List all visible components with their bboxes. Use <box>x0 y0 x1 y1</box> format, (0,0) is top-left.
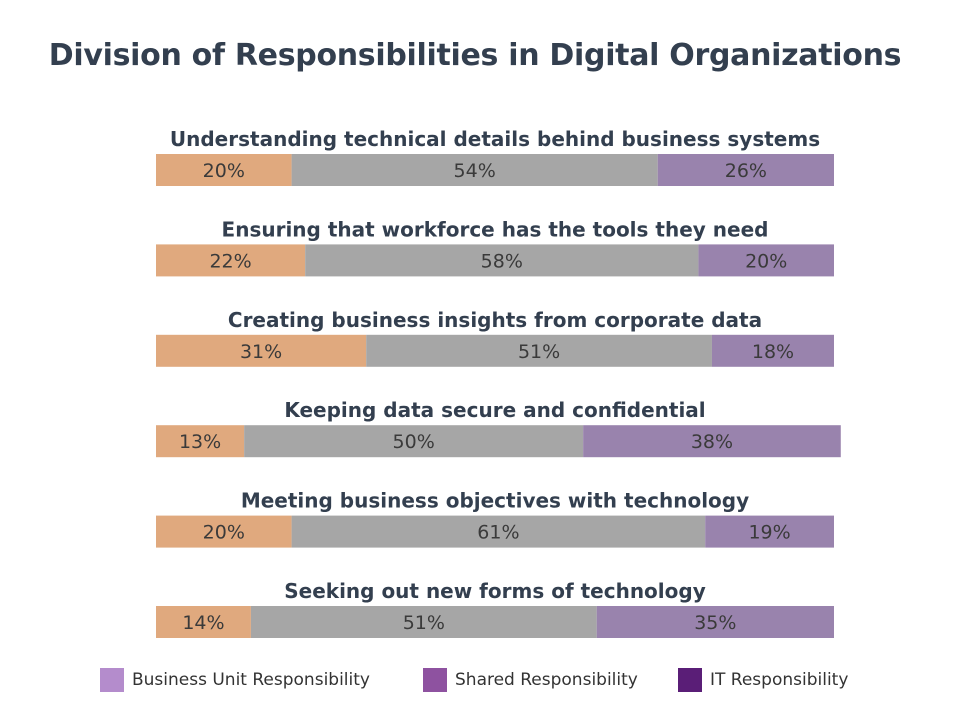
data-label: 20% <box>203 522 245 544</box>
legend-swatch-shared <box>423 668 447 692</box>
category-label: Creating business insights from corporat… <box>228 308 762 332</box>
legend-label-shared: Shared Responsibility <box>455 670 638 690</box>
bar-segment <box>366 334 712 367</box>
legend-label-it: IT Responsibility <box>710 670 849 690</box>
category-label: Ensuring that workforce has the tools th… <box>222 217 769 241</box>
data-label: 13% <box>179 431 221 453</box>
bar-segment <box>698 244 834 277</box>
data-label: 18% <box>752 341 794 363</box>
legend-label-business-unit: Business Unit Responsibility <box>132 670 370 690</box>
data-label: 51% <box>518 341 560 363</box>
bar-segment <box>583 425 841 458</box>
category-label: Seeking out new forms of technology <box>284 579 706 603</box>
bar-segment <box>156 334 367 367</box>
data-label: 20% <box>203 160 245 182</box>
bar-segment <box>711 334 834 367</box>
data-label: 38% <box>691 431 733 453</box>
stacked-bar-chart: Understanding technical details behind b… <box>156 127 841 638</box>
bar-segment <box>305 244 699 277</box>
legend-item-business-unit: Business Unit Responsibility <box>100 667 370 693</box>
bar-segment <box>291 154 658 186</box>
bar-segment <box>250 606 597 638</box>
legend-swatch-business-unit <box>100 668 124 692</box>
data-label: 14% <box>182 612 224 634</box>
data-label: 61% <box>477 522 519 544</box>
data-label: 51% <box>403 612 445 634</box>
data-label: 31% <box>240 341 282 363</box>
bar-segment <box>291 515 706 548</box>
bar-segment <box>156 154 292 186</box>
bar-segment <box>156 515 292 548</box>
category-label: Understanding technical details behind b… <box>170 127 820 151</box>
bar-segment <box>657 154 834 186</box>
data-label: 26% <box>725 160 767 182</box>
bar-segment <box>244 425 584 458</box>
data-label: 50% <box>393 431 435 453</box>
category-label: Meeting business objectives with technol… <box>241 489 749 513</box>
bar-segment <box>156 425 245 458</box>
bar-segment <box>596 606 834 638</box>
data-label: 35% <box>694 612 736 634</box>
chart-title: Division of Responsibilities in Digital … <box>48 38 902 73</box>
data-label: 19% <box>748 522 790 544</box>
bar-segment <box>705 515 834 548</box>
data-label: 58% <box>481 250 523 272</box>
data-label: 22% <box>209 250 251 272</box>
bar-segment <box>156 244 306 277</box>
data-label: 20% <box>745 250 787 272</box>
legend-item-it: IT Responsibility <box>678 667 848 693</box>
data-label: 54% <box>454 160 496 182</box>
legend-swatch-it <box>678 668 702 692</box>
bar-segment <box>156 606 251 638</box>
category-label: Keeping data secure and confidential <box>284 398 705 422</box>
legend-item-shared: Shared Responsibility <box>423 667 638 693</box>
legend: Business Unit Responsibility Shared Resp… <box>100 667 900 693</box>
